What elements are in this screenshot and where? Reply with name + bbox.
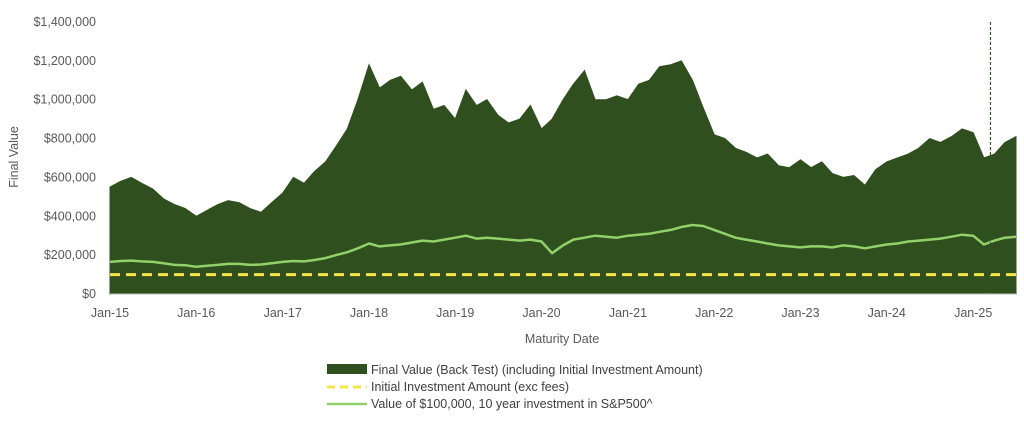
x-tick-label: Jan-21 (609, 306, 647, 320)
y-tick-label: $1,000,000 (33, 93, 96, 107)
x-tick-label: Jan-16 (177, 306, 215, 320)
legend: Final Value (Back Test) (including Initi… (327, 363, 703, 411)
y-tick-label: $0 (82, 287, 96, 301)
legend-entry-sp500: Value of $100,000, 10 year investment in… (327, 397, 653, 411)
y-tick-label: $400,000 (44, 209, 96, 223)
x-tick-label: Jan-19 (436, 306, 474, 320)
x-axis-title: Maturity Date (525, 332, 599, 346)
legend-entry-final-value: Final Value (Back Test) (including Initi… (327, 363, 703, 377)
x-tick-label: Jan-18 (350, 306, 388, 320)
x-tick-label: Jan-24 (868, 306, 906, 320)
x-tick-label: Jan-15 (91, 306, 129, 320)
y-axis-title: Final Value (7, 126, 21, 188)
legend-entry-initial-investment: Initial Investment Amount (exc fees) (327, 380, 569, 394)
y-tick-label: $600,000 (44, 170, 96, 184)
y-tick-label: $800,000 (44, 132, 96, 146)
x-tick-label: Jan-17 (264, 306, 302, 320)
final-value-area (109, 60, 1017, 295)
legend-label-final-value: Final Value (Back Test) (including Initi… (371, 363, 703, 377)
legend-swatch-final-value (327, 364, 367, 374)
x-tick-label: Jan-22 (695, 306, 733, 320)
y-axis: $0 $200,000 $400,000 $600,000 $800,000 $1,000… (33, 15, 96, 301)
x-tick-label: Jan-25 (954, 306, 992, 320)
x-tick-label: Jan-23 (781, 306, 819, 320)
sp500-line (109, 223, 1017, 269)
plot-area (109, 60, 1017, 295)
y-tick-label: $200,000 (44, 248, 96, 262)
x-axis: Jan-15 Jan-16 Jan-17 Jan-18 Jan-19 Jan-20 Jan-… (91, 293, 1016, 320)
legend-label-sp500: Value of $100,000, 10 year investment in… (371, 397, 653, 411)
x-tick-label: Jan-20 (522, 306, 560, 320)
y-tick-label: $1,400,000 (33, 15, 96, 29)
legend-label-initial-investment: Initial Investment Amount (exc fees) (371, 380, 569, 394)
y-tick-label: $1,200,000 (33, 54, 96, 68)
